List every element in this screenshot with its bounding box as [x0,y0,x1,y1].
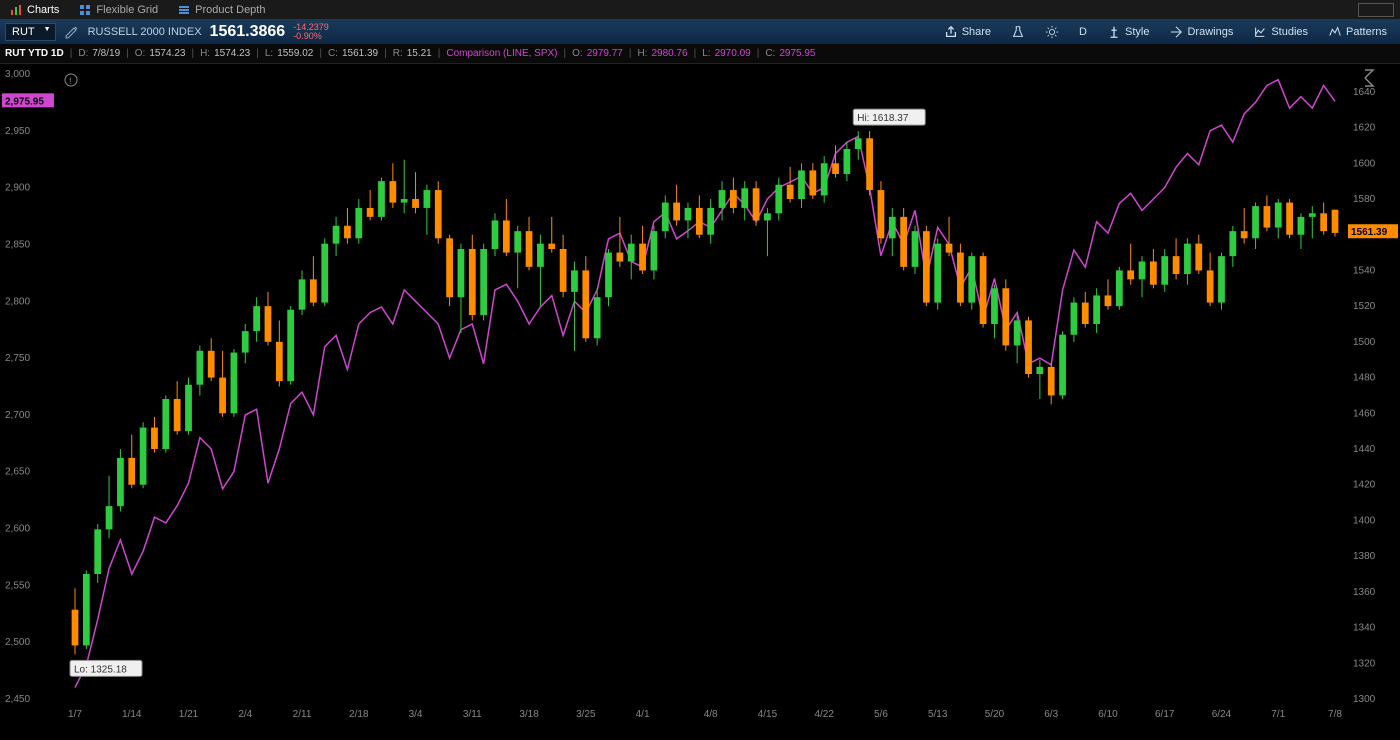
toolbar-style[interactable]: Style [1099,23,1157,41]
svg-text:1380: 1380 [1353,551,1376,562]
symbol-bar: RUT RUSSELL 2000 INDEX 1561.3866 -14.237… [0,20,1400,44]
svg-text:5/13: 5/13 [928,709,948,720]
svg-text:1420: 1420 [1353,480,1376,491]
svg-text:2,750: 2,750 [5,353,30,364]
svg-text:1400: 1400 [1353,515,1376,526]
svg-text:!: ! [69,76,72,86]
svg-text:1440: 1440 [1353,444,1376,455]
svg-text:2,900: 2,900 [5,183,30,194]
svg-text:1/21: 1/21 [179,709,199,720]
svg-text:5/6: 5/6 [874,709,888,720]
ohlc-data-row: RUT YTD 1D |D:7/8/19 |O:1574.23 |H:1574.… [0,44,1400,64]
svg-text:4/8: 4/8 [704,709,718,720]
svg-text:1340: 1340 [1353,623,1376,634]
symbol-select[interactable]: RUT [5,23,56,41]
chart-canvas: 1300 1320 1340 1360 1380 1400 1420 1440 1460 1480… [0,64,1400,740]
symbol-edit-icon[interactable] [64,24,80,40]
svg-text:1320: 1320 [1353,658,1376,669]
svg-text:4/22: 4/22 [814,709,834,720]
svg-text:1561.39: 1561.39 [1351,227,1388,238]
svg-text:3/25: 3/25 [576,709,596,720]
svg-text:1640: 1640 [1353,87,1376,98]
data-range: 15.21 [407,48,432,59]
svg-text:1520: 1520 [1353,301,1376,312]
top-tabs: ChartsFlexible GridProduct Depth [0,0,1400,20]
svg-text:1300: 1300 [1353,694,1376,705]
svg-text:1540: 1540 [1353,265,1376,276]
data-low: 1559.02 [277,48,313,59]
svg-text:1600: 1600 [1353,158,1376,169]
svg-text:2,975.95: 2,975.95 [5,96,44,107]
svg-text:1/7: 1/7 [68,709,82,720]
comparison-label: Comparison (LINE, SPX) [446,48,557,59]
svg-text:2,550: 2,550 [5,580,30,591]
data-high: 1574.23 [214,48,250,59]
tab-flexible-grid[interactable]: Flexible Grid [69,2,168,18]
svg-text:2,650: 2,650 [5,467,30,478]
data-close: 1561.39 [342,48,378,59]
svg-text:3/4: 3/4 [409,709,423,720]
svg-text:3,000: 3,000 [5,69,30,80]
svg-text:Lo: 1325.18: Lo: 1325.18 [74,664,127,675]
data-symbol-tf: RUT YTD 1D [5,48,64,59]
svg-text:2,850: 2,850 [5,239,30,250]
svg-text:4/15: 4/15 [758,709,778,720]
svg-text:2,950: 2,950 [5,126,30,137]
last-price: 1561.3866 [210,23,286,41]
svg-text:2,450: 2,450 [5,694,30,705]
price-change: -14.2379-0.90% [293,23,329,41]
chart-area[interactable]: 1300 1320 1340 1360 1380 1400 1420 1440 1460 1480… [0,64,1400,740]
svg-text:1460: 1460 [1353,408,1376,419]
svg-text:2,800: 2,800 [5,296,30,307]
toolbar-patterns[interactable]: Patterns [1320,23,1395,41]
toolbar-right: Share DStyleDrawingsStudiesPatterns [936,23,1395,41]
svg-text:5/20: 5/20 [985,709,1005,720]
comp-high: 2980.76 [651,48,687,59]
svg-text:2/18: 2/18 [349,709,369,720]
tab-charts[interactable]: Charts [0,2,69,18]
svg-text:1620: 1620 [1353,123,1376,134]
svg-text:6/10: 6/10 [1098,709,1118,720]
svg-text:1580: 1580 [1353,194,1376,205]
svg-text:6/3: 6/3 [1044,709,1058,720]
svg-text:2,600: 2,600 [5,524,30,535]
comp-close: 2975.95 [779,48,815,59]
tab-product-depth[interactable]: Product Depth [168,2,275,18]
toolbar-drawings[interactable]: Drawings [1161,23,1241,41]
svg-text:4/1: 4/1 [636,709,650,720]
svg-text:6/17: 6/17 [1155,709,1175,720]
symbol-name: RUSSELL 2000 INDEX [88,26,202,38]
svg-text:6/24: 6/24 [1212,709,1232,720]
svg-text:1500: 1500 [1353,337,1376,348]
toolbar-studies[interactable]: Studies [1245,23,1316,41]
svg-text:Hi: 1618.37: Hi: 1618.37 [857,113,909,124]
toolbar-gear[interactable] [1037,23,1067,41]
toolbar-share[interactable]: Share [936,23,999,41]
data-open: 1574.23 [149,48,185,59]
data-date: 7/8/19 [92,48,120,59]
comp-open: 2979.77 [587,48,623,59]
svg-text:2/4: 2/4 [238,709,252,720]
svg-text:3/11: 3/11 [463,709,482,720]
svg-text:3/18: 3/18 [519,709,539,720]
svg-text:1/14: 1/14 [122,709,142,720]
svg-text:1480: 1480 [1353,373,1376,384]
comp-low: 2970.09 [715,48,751,59]
toolbar-flask[interactable] [1003,23,1033,41]
window-box [1358,3,1394,17]
svg-text:2/11: 2/11 [293,709,312,720]
toolbar-d[interactable]: D [1071,24,1095,40]
svg-text:2,500: 2,500 [5,637,30,648]
svg-text:7/8: 7/8 [1328,709,1342,720]
svg-text:1360: 1360 [1353,587,1376,598]
svg-text:2,700: 2,700 [5,410,30,421]
svg-text:7/1: 7/1 [1271,709,1285,720]
